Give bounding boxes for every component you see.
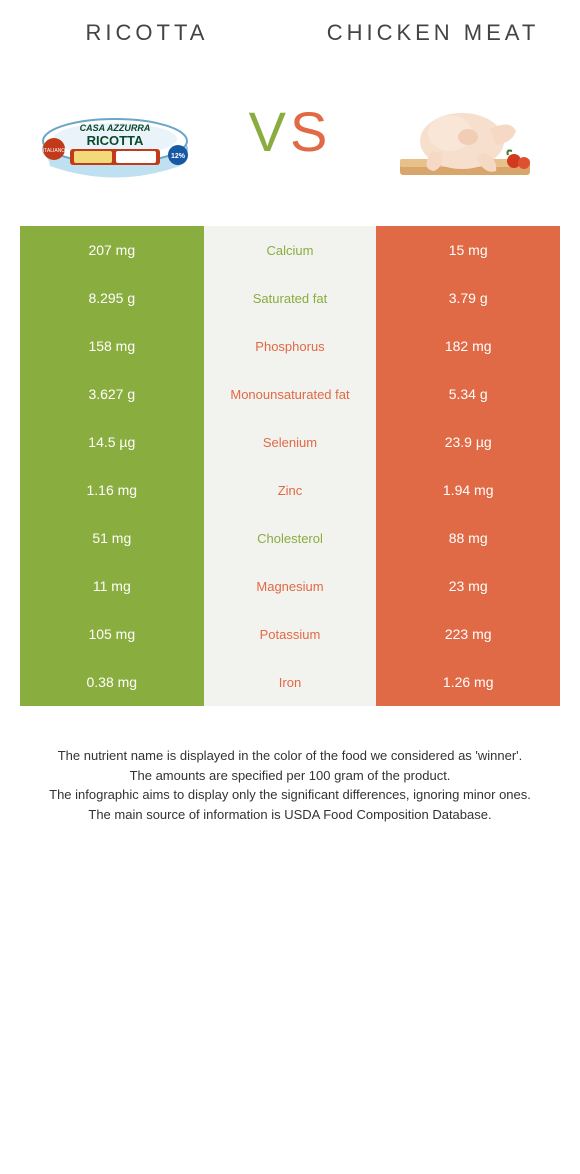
right-value: 223 mg (376, 610, 560, 658)
right-value: 23 mg (376, 562, 560, 610)
svg-text:12%: 12% (171, 153, 186, 160)
nutrient-label: Monounsaturated fat (204, 370, 377, 418)
right-value: 5.34 g (376, 370, 560, 418)
svg-text:RICOTTA: RICOTTA (87, 133, 144, 148)
table-row: 158 mgPhosphorus182 mg (20, 322, 560, 370)
nutrient-label: Saturated fat (204, 274, 377, 322)
right-value: 182 mg (376, 322, 560, 370)
svg-text:CASA AZZURRA: CASA AZZURRA (80, 123, 151, 133)
nutrient-label: Selenium (204, 418, 377, 466)
vs-label: VS (249, 99, 332, 164)
table-row: 8.295 gSaturated fat3.79 g (20, 274, 560, 322)
left-food-title: RICOTTA (30, 20, 264, 46)
right-value: 23.9 µg (376, 418, 560, 466)
table-row: 3.627 gMonounsaturated fat5.34 g (20, 370, 560, 418)
table-row: 0.38 mgIron1.26 mg (20, 658, 560, 706)
right-value: 15 mg (376, 226, 560, 274)
table-row: 11 mgMagnesium23 mg (20, 562, 560, 610)
table-row: 105 mgPotassium223 mg (20, 610, 560, 658)
table-row: 1.16 mgZinc1.94 mg (20, 466, 560, 514)
svg-text:ITALIANO: ITALIANO (43, 148, 66, 154)
nutrient-table: 207 mgCalcium15 mg8.295 gSaturated fat3.… (20, 226, 560, 706)
left-value: 8.295 g (20, 274, 204, 322)
left-value: 105 mg (20, 610, 204, 658)
ricotta-image: CASA AZZURRA RICOTTA ITALIANO 12% (30, 66, 200, 196)
right-value: 1.94 mg (376, 466, 560, 514)
footer-line-1: The nutrient name is displayed in the co… (30, 746, 550, 766)
table-row: 14.5 µgSelenium23.9 µg (20, 418, 560, 466)
nutrient-label: Iron (204, 658, 377, 706)
left-value: 207 mg (20, 226, 204, 274)
nutrient-label: Potassium (204, 610, 377, 658)
left-value: 158 mg (20, 322, 204, 370)
footer-line-4: The main source of information is USDA F… (30, 805, 550, 825)
left-value: 51 mg (20, 514, 204, 562)
vs-s: S (290, 100, 331, 163)
right-value: 88 mg (376, 514, 560, 562)
left-value: 14.5 µg (20, 418, 204, 466)
left-value: 11 mg (20, 562, 204, 610)
left-value: 3.627 g (20, 370, 204, 418)
right-food-title: CHICKEN MEAT (316, 21, 550, 45)
nutrient-label: Zinc (204, 466, 377, 514)
footer-notes: The nutrient name is displayed in the co… (0, 706, 580, 854)
left-value: 0.38 mg (20, 658, 204, 706)
nutrient-label: Phosphorus (204, 322, 377, 370)
right-value: 3.79 g (376, 274, 560, 322)
footer-line-3: The infographic aims to display only the… (30, 785, 550, 805)
vs-v: V (249, 100, 290, 163)
footer-line-2: The amounts are specified per 100 gram o… (30, 766, 550, 786)
table-row: 51 mgCholesterol88 mg (20, 514, 560, 562)
chicken-image (380, 66, 550, 196)
images-row: CASA AZZURRA RICOTTA ITALIANO 12% VS (0, 56, 580, 226)
nutrient-label: Magnesium (204, 562, 377, 610)
nutrient-label: Cholesterol (204, 514, 377, 562)
right-value: 1.26 mg (376, 658, 560, 706)
header: RICOTTA CHICKEN MEAT (0, 0, 580, 56)
nutrient-label: Calcium (204, 226, 377, 274)
left-value: 1.16 mg (20, 466, 204, 514)
table-row: 207 mgCalcium15 mg (20, 226, 560, 274)
